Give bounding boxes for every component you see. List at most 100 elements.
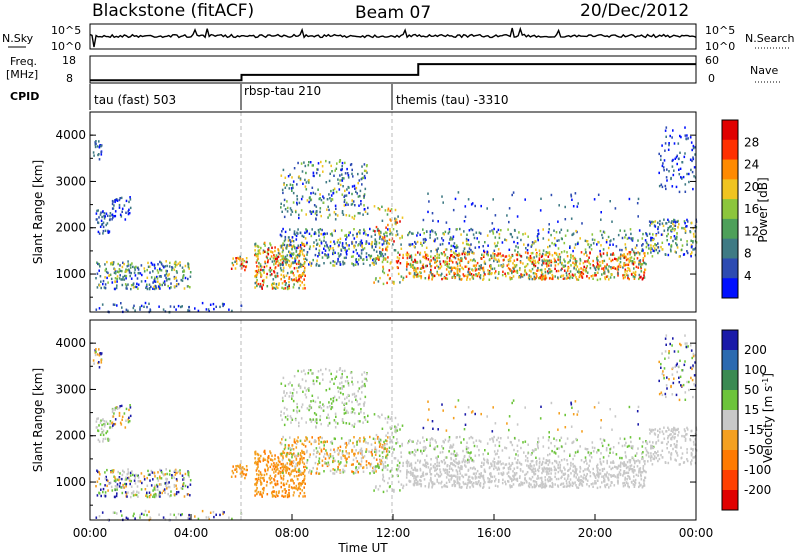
velocity-cell xyxy=(389,417,392,421)
power-cell xyxy=(679,151,681,154)
power-cell xyxy=(621,248,623,252)
velocity-cell xyxy=(432,466,435,469)
power-cell xyxy=(116,284,118,287)
power-cell xyxy=(497,264,500,267)
power-cell xyxy=(112,262,115,266)
velocity-cell xyxy=(293,475,296,478)
power-cell xyxy=(103,215,105,218)
power-cell xyxy=(548,264,550,267)
power-cell xyxy=(254,275,256,278)
velocity-cell xyxy=(499,460,502,463)
velocity-cell xyxy=(352,383,354,386)
power-cell xyxy=(282,249,284,252)
velocity-cell xyxy=(374,438,376,441)
velocity-cell xyxy=(146,491,148,494)
power-cell xyxy=(515,264,518,267)
power-cell xyxy=(406,251,409,254)
power-cell xyxy=(285,257,288,261)
power-cell xyxy=(470,248,472,252)
velocity-cell xyxy=(333,437,336,440)
power-cell xyxy=(259,263,262,266)
velocity-cell xyxy=(284,469,287,472)
velocity-cell xyxy=(596,463,599,466)
power-cell xyxy=(650,244,652,247)
velocity-cell xyxy=(123,470,125,474)
velocity-cell xyxy=(345,446,347,449)
freq-panel-frame xyxy=(89,55,697,84)
power-cell xyxy=(611,220,613,223)
power-cell xyxy=(490,272,492,276)
power-cell xyxy=(243,259,245,263)
velocity-cell xyxy=(354,452,356,456)
velocity-cell xyxy=(594,475,597,478)
velocity-cell xyxy=(369,465,372,468)
velocity-cell xyxy=(280,452,283,455)
velocity-cell xyxy=(306,461,308,464)
velocity-cell xyxy=(643,482,645,485)
velocity-cell xyxy=(497,480,500,483)
velocity-cell xyxy=(363,377,366,380)
power-cell xyxy=(475,273,477,276)
power-cell xyxy=(133,304,135,307)
power-cell xyxy=(562,274,565,277)
velocity-cell xyxy=(175,471,177,475)
velocity-cell xyxy=(301,403,304,406)
velocity-cell xyxy=(291,392,294,395)
velocity-cell xyxy=(310,442,313,446)
velocity-cell xyxy=(322,409,325,412)
velocity-cell xyxy=(339,445,342,448)
power-cell xyxy=(589,263,592,266)
power-cell xyxy=(320,160,322,164)
power-cell xyxy=(448,259,451,262)
power-cell xyxy=(597,266,600,269)
power-cell xyxy=(475,268,478,271)
power-cell xyxy=(162,308,165,311)
power-cell xyxy=(544,268,546,271)
power-cell xyxy=(653,249,656,253)
velocity-cell xyxy=(306,449,308,453)
power-cell xyxy=(540,268,543,272)
power-cell xyxy=(661,248,664,251)
power-cell xyxy=(493,254,496,257)
power-cell xyxy=(292,201,295,204)
power-cell xyxy=(148,302,150,305)
power-cell xyxy=(680,135,682,139)
power-cell xyxy=(358,258,360,261)
velocity-cell xyxy=(310,420,313,423)
velocity-cell xyxy=(393,448,395,451)
power-cell xyxy=(354,263,357,266)
power-cell xyxy=(469,271,471,274)
power-cell xyxy=(371,262,374,265)
power-cell xyxy=(283,198,286,202)
velocity-cell xyxy=(258,459,260,462)
velocity-cell xyxy=(165,484,167,488)
power-cell xyxy=(104,283,107,286)
power-cell xyxy=(370,235,373,238)
power-cell xyxy=(326,243,328,247)
velocity-cell xyxy=(377,464,379,467)
velocity-cell xyxy=(412,472,414,475)
power-cell xyxy=(470,227,472,231)
power-cell xyxy=(542,252,544,256)
power-cell xyxy=(592,264,594,267)
power-cell xyxy=(363,163,366,166)
velocity-cell xyxy=(278,470,280,473)
power-cell xyxy=(542,237,545,240)
power-cell xyxy=(383,242,385,245)
velocity-cell xyxy=(305,451,308,454)
velocity-cell xyxy=(303,474,306,478)
power-cell xyxy=(551,273,554,277)
velocity-cell xyxy=(568,485,571,488)
velocity-cell xyxy=(570,464,572,467)
velocity-cell xyxy=(109,420,112,423)
power-cell xyxy=(660,183,663,186)
power-cell xyxy=(145,286,147,289)
velocity-cell xyxy=(394,457,397,460)
power-cell xyxy=(693,248,696,251)
velocity-cell xyxy=(114,495,116,499)
power-cell xyxy=(528,274,530,277)
velocity-cell xyxy=(182,478,184,481)
velocity-cell xyxy=(164,491,166,494)
velocity-cell xyxy=(573,471,576,474)
velocity-cell xyxy=(393,488,395,492)
